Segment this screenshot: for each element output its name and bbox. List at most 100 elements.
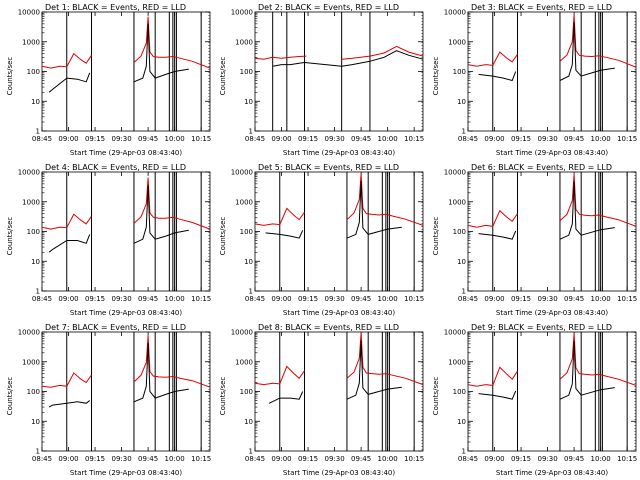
lld-series-line xyxy=(559,14,637,68)
x-tick-label: 08:45 xyxy=(32,295,52,303)
plot-svg: 08:45 09:00 09:15 09:30 09:45 10:00 10:15 1 10 10… xyxy=(231,329,425,464)
x-tick-label: 10:00 xyxy=(378,295,398,303)
y-tick-label: 10 xyxy=(244,418,253,426)
panel-title: Det 2: BLACK = Events, RED = LLD xyxy=(258,3,399,12)
events-series-line xyxy=(559,22,615,81)
x-axis-label: Start Time (29-Apr-03 08:43:40) xyxy=(495,309,609,317)
x-tick-label: 09:15 xyxy=(511,455,531,463)
x-tick-label: 10:00 xyxy=(165,455,185,463)
y-tick-label: 10000 xyxy=(231,169,253,177)
x-tick-label: 09:30 xyxy=(537,455,557,463)
y-tick-label: 100 xyxy=(27,228,40,236)
detector-panel: 08:45 09:00 09:15 09:30 09:45 10:00 10:15 1 10 10… xyxy=(426,0,639,160)
lld-series-line xyxy=(133,177,211,230)
detector-panel: 08:45 09:00 09:15 09:30 09:45 10:00 10:15 1 10 10… xyxy=(0,320,213,480)
y-tick-label: 100 xyxy=(240,228,253,236)
lld-series-line xyxy=(559,174,637,227)
x-tick-label: 09:30 xyxy=(111,455,131,463)
plot-svg: 08:45 09:00 09:15 09:30 09:45 10:00 10:15 1 10 10… xyxy=(18,9,212,144)
events-series-line xyxy=(272,50,424,67)
x-tick-label: 09:00 xyxy=(271,455,291,463)
y-tick-label: 1 xyxy=(36,448,40,456)
events-series-line xyxy=(48,400,91,408)
x-tick-label: 10:15 xyxy=(191,135,211,143)
events-series-line xyxy=(265,230,304,239)
x-tick-label: 10:00 xyxy=(591,455,611,463)
x-tick-label: 10:15 xyxy=(404,295,424,303)
y-tick-label: 10 xyxy=(31,418,40,426)
y-tick-label: 10000 xyxy=(444,9,466,17)
x-tick-label: 08:45 xyxy=(245,455,265,463)
y-tick-label: 1 xyxy=(462,288,466,296)
x-tick-label: 09:15 xyxy=(85,135,105,143)
x-tick-label: 09:15 xyxy=(85,455,105,463)
x-tick-label: 09:00 xyxy=(484,455,504,463)
x-tick-label: 09:30 xyxy=(537,295,557,303)
plot-frame xyxy=(254,11,424,132)
events-series-line xyxy=(48,234,91,253)
y-tick-label: 1000 xyxy=(235,198,253,206)
plot-svg: 08:45 09:00 09:15 09:30 09:45 10:00 10:15 1 10 10… xyxy=(18,329,212,464)
y-tick-label: 10000 xyxy=(231,329,253,337)
x-tick-label: 08:45 xyxy=(458,295,478,303)
y-tick-label: 10 xyxy=(457,258,466,266)
y-axis-label: Counts/sec xyxy=(6,56,14,96)
panel-title: Det 4: BLACK = Events, RED = LLD xyxy=(45,163,186,172)
panel-title: Det 6: BLACK = Events, RED = LLD xyxy=(471,163,612,172)
x-tick-label: 09:00 xyxy=(271,135,291,143)
x-tick-label: 09:00 xyxy=(271,295,291,303)
y-tick-label: 10000 xyxy=(18,329,40,337)
x-axis-label: Start Time (29-Apr-03 08:43:40) xyxy=(69,469,183,477)
y-axis-label: Counts/sec xyxy=(6,376,14,416)
y-tick-label: 10000 xyxy=(18,9,40,17)
plot-svg: 08:45 09:00 09:15 09:30 09:45 10:00 10:15 1 10 10… xyxy=(231,169,425,304)
x-tick-label: 09:45 xyxy=(351,455,371,463)
x-tick-label: 09:00 xyxy=(58,295,78,303)
y-tick-label: 100 xyxy=(453,68,466,76)
panel-title: Det 8: BLACK = Events, RED = LLD xyxy=(258,323,399,332)
panel-title: Det 5: BLACK = Events, RED = LLD xyxy=(258,163,399,172)
lld-series-line xyxy=(41,372,92,388)
events-series-line xyxy=(268,391,304,404)
events-series-line xyxy=(559,340,615,400)
x-tick-label: 09:15 xyxy=(511,135,531,143)
panel-title: Det 3: BLACK = Events, RED = LLD xyxy=(471,3,612,12)
events-series-line xyxy=(346,340,402,400)
lld-series-line xyxy=(41,213,92,230)
detector-panel: 08:45 09:00 09:15 09:30 09:45 10:00 10:15 1 10 10… xyxy=(213,320,426,480)
x-tick-label: 08:45 xyxy=(245,295,265,303)
lld-series-line xyxy=(341,45,424,60)
y-tick-label: 1000 xyxy=(22,198,40,206)
x-tick-label: 08:45 xyxy=(458,135,478,143)
x-axis-label: Start Time (29-Apr-03 08:43:40) xyxy=(495,149,609,157)
x-tick-label: 09:30 xyxy=(111,135,131,143)
lld-series-line xyxy=(467,51,518,67)
lld-series-line xyxy=(346,332,424,386)
y-tick-label: 10000 xyxy=(444,169,466,177)
y-tick-label: 100 xyxy=(27,388,40,396)
y-axis-label: Counts/sec xyxy=(219,376,227,416)
x-tick-label: 09:30 xyxy=(324,455,344,463)
x-tick-label: 09:45 xyxy=(138,295,158,303)
y-tick-label: 1 xyxy=(36,128,40,136)
events-series-line xyxy=(478,71,517,82)
y-axis-label: Counts/sec xyxy=(6,216,14,256)
x-tick-label: 10:00 xyxy=(591,135,611,143)
x-tick-label: 09:45 xyxy=(351,295,371,303)
x-axis-label: Start Time (29-Apr-03 08:43:40) xyxy=(495,469,609,477)
y-tick-label: 10 xyxy=(457,418,466,426)
plot-svg: 08:45 09:00 09:15 09:30 09:45 10:00 10:15 1 10 10… xyxy=(231,9,425,144)
lld-series-line xyxy=(254,55,307,60)
y-tick-label: 1000 xyxy=(448,38,466,46)
x-tick-label: 08:45 xyxy=(245,135,265,143)
y-tick-label: 1000 xyxy=(22,358,40,366)
y-tick-label: 100 xyxy=(453,228,466,236)
y-tick-label: 100 xyxy=(27,68,40,76)
x-tick-label: 09:45 xyxy=(351,135,371,143)
y-tick-label: 1000 xyxy=(235,38,253,46)
lld-series-line xyxy=(254,207,305,226)
x-tick-label: 09:00 xyxy=(484,295,504,303)
events-series-line xyxy=(48,72,91,93)
y-tick-label: 1000 xyxy=(235,358,253,366)
panel-title: Det 9: BLACK = Events, RED = LLD xyxy=(471,323,612,332)
